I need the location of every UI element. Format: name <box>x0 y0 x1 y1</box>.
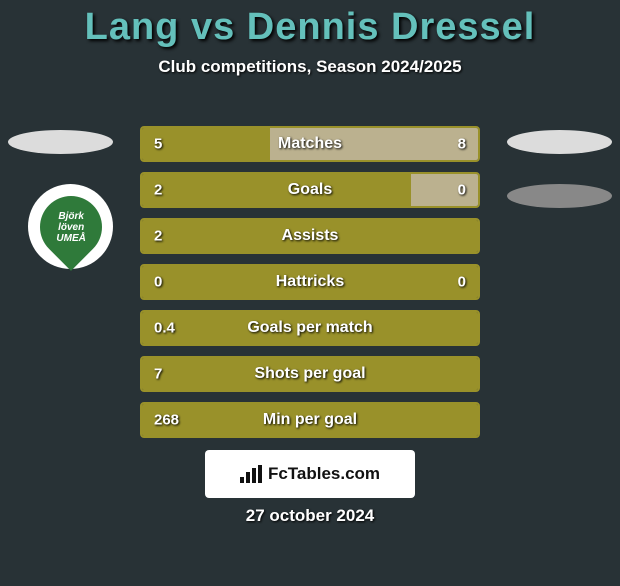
stat-row: Hattricks0 0 <box>140 264 480 300</box>
stat-value-right: 0 <box>458 274 466 291</box>
player-right-decor-ellipse <box>507 130 612 154</box>
badge-line2: löven <box>57 221 83 232</box>
fctables-label: FcTables.com <box>268 464 380 484</box>
player-left-decor-ellipse <box>8 130 113 154</box>
page-title: Lang vs Dennis Dressel <box>0 6 620 49</box>
stat-row: Matches5 8 <box>140 126 480 162</box>
page-subtitle: Club competitions, Season 2024/2025 <box>0 57 620 77</box>
stat-value-left: 5 <box>154 136 162 153</box>
stat-value-left: 2 <box>154 182 162 199</box>
team-badge: Björk löven UMEÅ <box>28 184 113 269</box>
stat-row: Min per goal268 <box>140 402 480 438</box>
stat-label: Shots per goal <box>142 365 478 383</box>
stat-label: Hattricks <box>142 273 478 291</box>
stat-value-left: 2 <box>154 228 162 245</box>
team-badge-leaf: Björk löven UMEÅ <box>27 183 115 271</box>
stat-label: Matches <box>142 135 478 153</box>
stat-row: Goals per match0.4 <box>140 310 480 346</box>
fctables-logo-box: FcTables.com <box>205 450 415 498</box>
stat-label: Goals <box>142 181 478 199</box>
player-right-decor-ellipse-2 <box>507 184 612 208</box>
stat-row: Shots per goal7 <box>140 356 480 392</box>
date-label: 27 october 2024 <box>0 506 620 526</box>
chart-bars-icon <box>240 465 262 483</box>
stat-label: Goals per match <box>142 319 478 337</box>
stat-value-left: 0 <box>154 274 162 291</box>
team-badge-text: Björk löven UMEÅ <box>56 210 85 243</box>
stat-label: Min per goal <box>142 411 478 429</box>
stat-value-left: 0.4 <box>154 320 175 337</box>
stat-value-left: 268 <box>154 412 179 429</box>
stats-bars-container: Matches58Goals20Assists2Hattricks00Goals… <box>140 126 480 448</box>
badge-line1: Björk <box>58 210 84 221</box>
stat-value-right: 8 <box>458 136 466 153</box>
stat-value-right: 0 <box>458 182 466 199</box>
stat-value-left: 7 <box>154 366 162 383</box>
stat-label: Assists <box>142 227 478 245</box>
stat-row: Assists2 <box>140 218 480 254</box>
stat-row: Goals2 0 <box>140 172 480 208</box>
badge-line3: UMEÅ <box>56 232 85 243</box>
